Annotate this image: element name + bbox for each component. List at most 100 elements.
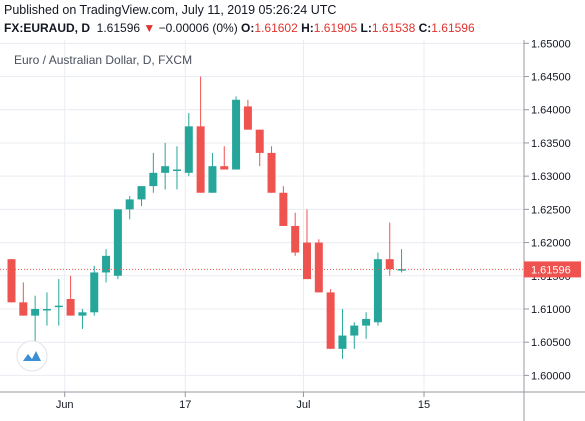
published-caption: Published on TradingView.com, July 11, 2…	[4, 3, 337, 17]
y-tick-label: 1.64000	[531, 105, 571, 117]
candle-body	[267, 152, 276, 193]
candle-body	[66, 299, 75, 316]
candle-body	[161, 166, 170, 173]
x-tick-label: Jun	[56, 399, 74, 411]
candle[interactable]	[66, 275, 75, 316]
candle-body	[385, 259, 394, 270]
price-change: −0.00006 (0%)	[158, 21, 238, 35]
last-price-badge-text: 1.61596	[531, 264, 571, 276]
candle[interactable]	[90, 265, 99, 316]
candle[interactable]	[338, 308, 347, 359]
candle[interactable]	[362, 312, 371, 339]
low-value: 1.61538	[371, 21, 416, 35]
candle[interactable]	[267, 146, 276, 193]
candle-body	[19, 302, 28, 316]
y-tick-label: 1.63000	[531, 171, 571, 183]
symbol-label: FX:EURAUD, D	[4, 21, 90, 35]
candle-body	[90, 272, 99, 313]
candle[interactable]	[208, 152, 217, 193]
candle[interactable]	[350, 322, 359, 349]
last-price-badge	[524, 261, 581, 278]
candle-body	[172, 169, 181, 172]
candle[interactable]	[243, 99, 252, 130]
close-label: C:	[418, 21, 432, 35]
candle-body	[208, 166, 217, 193]
candle-body	[303, 242, 311, 280]
candle-body	[42, 308, 51, 311]
candle[interactable]	[255, 129, 264, 167]
chart-grid	[0, 40, 524, 392]
x-tick-label: 17	[179, 399, 191, 411]
symbol-info-bar: FX:EURAUD, D 1.61596 ▼ −0.00006 (0%) O:1…	[4, 21, 475, 35]
candle[interactable]	[373, 252, 382, 326]
candle-body	[326, 292, 335, 349]
y-tick-label: 1.62000	[531, 238, 571, 250]
change-arrow-icon: ▼	[143, 21, 156, 35]
candle[interactable]	[42, 292, 51, 326]
last-price-label-group: 1.61596	[524, 261, 581, 278]
x-tick-label: 15	[418, 399, 430, 411]
candle[interactable]	[326, 289, 335, 349]
candle-body	[54, 305, 63, 308]
low-label: L:	[360, 21, 372, 35]
x-tick-label: Jul	[296, 399, 310, 411]
candle[interactable]	[184, 113, 193, 177]
candle-body	[184, 126, 193, 173]
candle[interactable]	[161, 142, 170, 190]
candle[interactable]	[125, 196, 134, 220]
candle-body	[102, 255, 111, 273]
candle-body	[338, 335, 347, 349]
y-tick-label: 1.60500	[531, 337, 571, 349]
candle-body	[113, 209, 122, 276]
candle-body	[31, 308, 40, 316]
candle[interactable]	[149, 152, 158, 193]
close-value: 1.61596	[431, 21, 475, 35]
candle-body	[350, 325, 359, 336]
candle[interactable]	[31, 295, 40, 343]
y-tick-label: 1.62500	[531, 204, 571, 216]
candle-body	[243, 106, 252, 130]
candle[interactable]	[385, 222, 394, 276]
candle-body	[279, 192, 288, 226]
y-tick-label: 1.60000	[531, 370, 571, 382]
candle[interactable]	[303, 209, 311, 280]
candle-body	[255, 129, 264, 153]
y-tick-label: 1.64500	[531, 72, 571, 84]
candle-body	[397, 269, 406, 271]
candle[interactable]	[279, 186, 288, 226]
candle[interactable]	[196, 76, 205, 193]
y-tick-label: 1.61000	[531, 304, 571, 316]
tradingview-logo-icon[interactable]	[16, 340, 48, 372]
candle[interactable]	[78, 308, 87, 329]
price-axis: 1.600001.605001.610001.615001.620001.625…	[524, 40, 571, 382]
candle-body	[291, 225, 300, 253]
y-tick-label: 1.65000	[531, 40, 571, 50]
last-price: 1.61596	[96, 21, 141, 35]
y-tick-label: 1.63500	[531, 138, 571, 150]
candle[interactable]	[397, 249, 406, 273]
candle[interactable]	[102, 249, 111, 283]
high-label: H:	[301, 21, 314, 35]
candlestick-chart[interactable]: Euro / Australian Dollar, D, FXCM 1.6000…	[0, 40, 585, 421]
candle[interactable]	[291, 212, 300, 256]
candle-body	[220, 166, 229, 170]
candle[interactable]	[172, 146, 181, 190]
candle-body	[373, 259, 382, 323]
candle[interactable]	[232, 96, 241, 170]
candle-body	[314, 242, 323, 293]
candle[interactable]	[54, 279, 63, 326]
candle[interactable]	[113, 209, 122, 280]
candle[interactable]	[137, 186, 146, 207]
open-label: O:	[241, 21, 255, 35]
candle-body	[7, 259, 16, 303]
candle[interactable]	[19, 282, 28, 316]
open-value: 1.61602	[254, 21, 298, 35]
candles-layer	[7, 76, 406, 359]
candle[interactable]	[314, 239, 323, 293]
high-value: 1.61905	[313, 21, 358, 35]
time-axis: Jun 17 Jul 15	[56, 392, 430, 411]
candle-body	[78, 312, 87, 316]
candle[interactable]	[7, 259, 16, 303]
candle[interactable]	[220, 146, 229, 170]
